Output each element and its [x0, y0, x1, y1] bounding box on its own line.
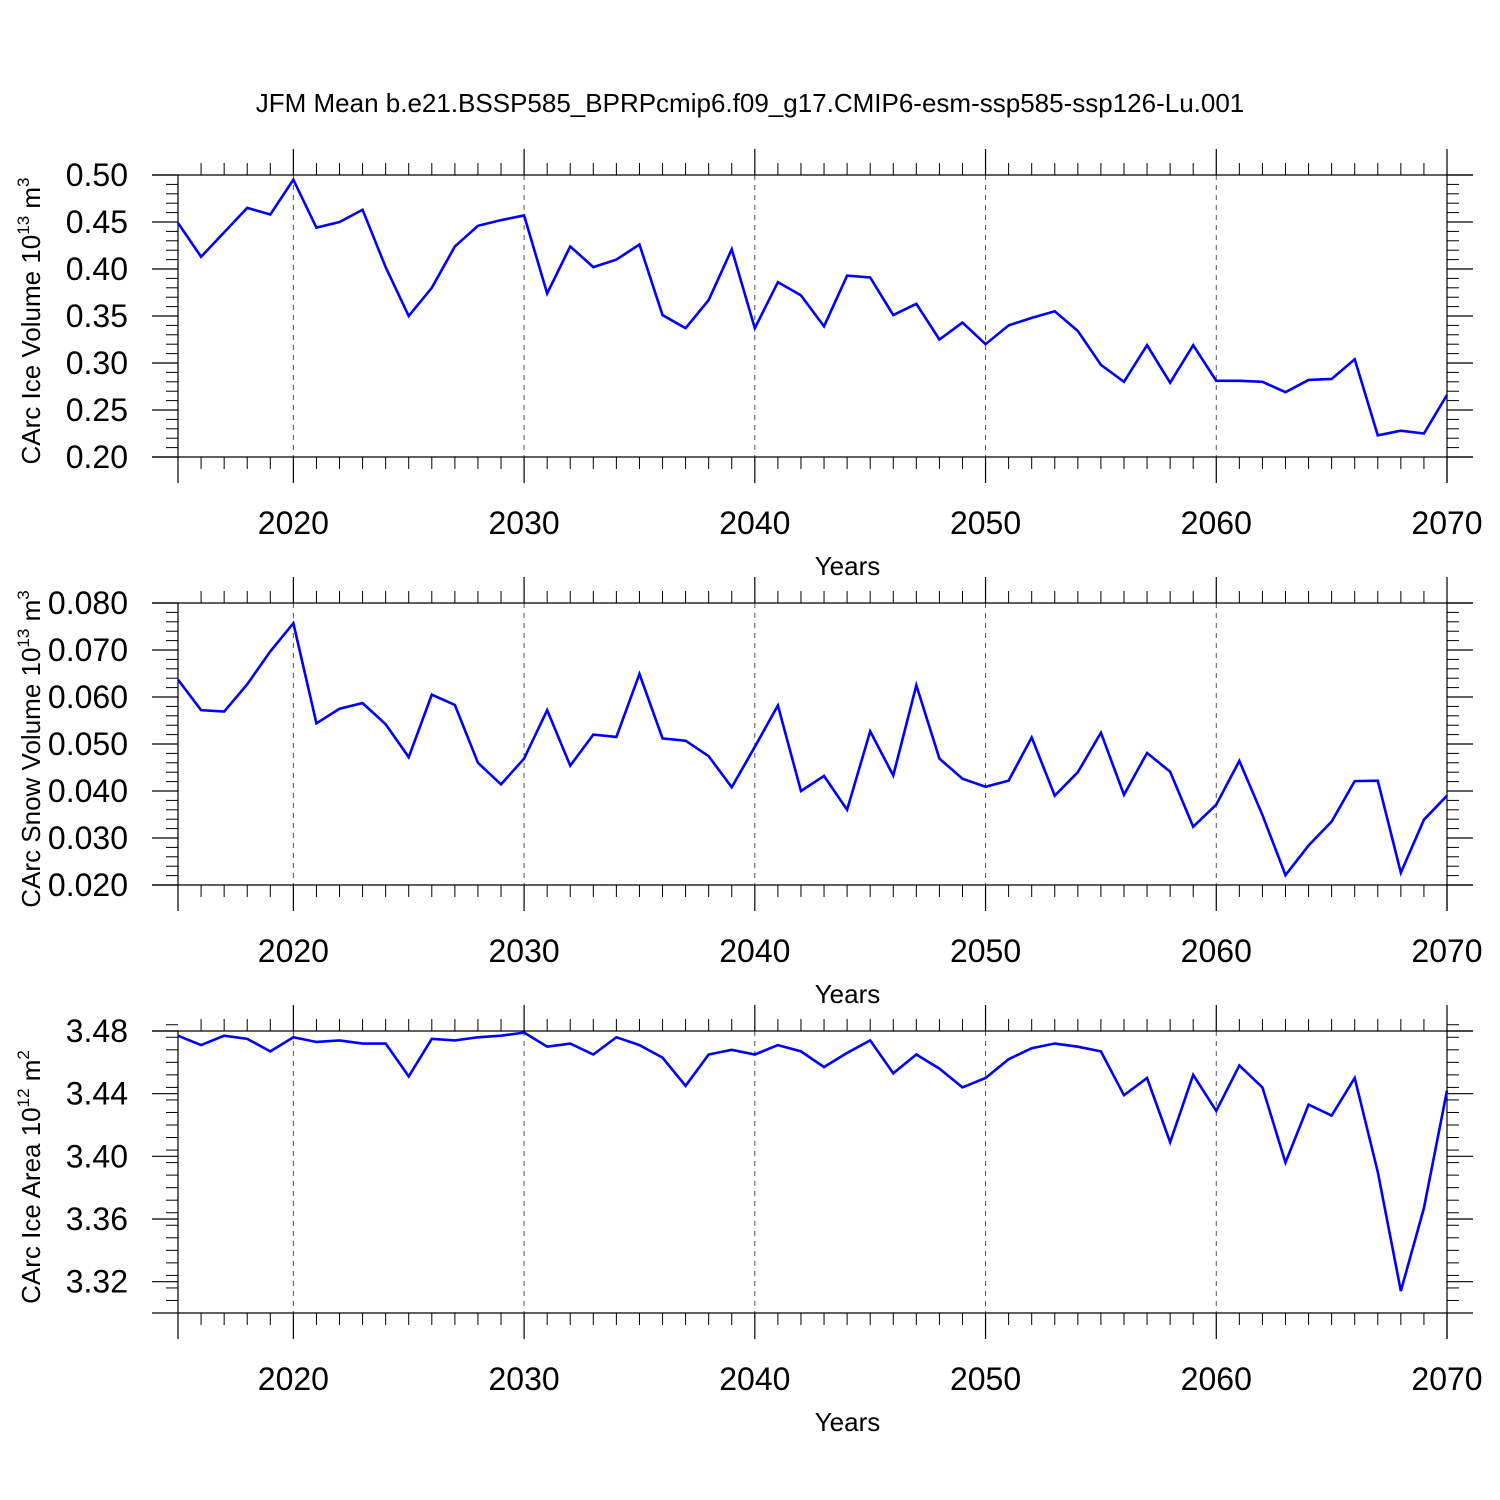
y-tick-label: 3.40	[66, 1138, 128, 1174]
y-tick-label: 3.36	[66, 1201, 128, 1237]
y-tick-label: 0.070	[48, 632, 128, 668]
y-tick-label: 3.32	[66, 1264, 128, 1300]
x-tick-label: 2070	[1411, 505, 1482, 541]
y-tick-label: 0.050	[48, 726, 128, 762]
x-tick-label: 2020	[258, 505, 329, 541]
x-tick-label: 2020	[258, 1361, 329, 1397]
x-axis-label: Years	[815, 551, 881, 581]
x-tick-label: 2020	[258, 933, 329, 969]
x-axis-label: Years	[815, 1407, 881, 1437]
x-tick-label: 2030	[488, 933, 559, 969]
y-tick-label: 0.45	[66, 204, 128, 240]
y-tick-label: 0.080	[48, 585, 128, 621]
x-tick-label: 2060	[1181, 933, 1252, 969]
y-axis-label: CArc Snow Volume 1013 m3	[14, 590, 46, 907]
series-line	[177, 1031, 1449, 1292]
y-tick-label: 0.060	[48, 679, 128, 715]
panel-2: 0.020 0.030 0.040 0.050 0.060 0.070 0.080 2020 2…	[14, 577, 1483, 1009]
series-line	[176, 177, 1449, 437]
panel-1: 0.20 0.25 0.30 0.35 0.40 0.45 0.50 2020 2030 2040…	[14, 149, 1483, 581]
figure-title: JFM Mean b.e21.BSSP585_BPRPcmip6.f09_g17…	[256, 88, 1245, 118]
x-tick-label: 2040	[719, 1361, 790, 1397]
y-tick-label: 0.040	[48, 773, 128, 809]
x-tick-label: 2070	[1411, 1361, 1482, 1397]
y-tick-label: 0.030	[48, 820, 128, 856]
y-tick-label: 3.44	[66, 1076, 128, 1112]
x-tick-label: 2060	[1181, 505, 1252, 541]
x-tick-label: 2050	[950, 1361, 1021, 1397]
y-axis-label: CArc Ice Area 1012 m2	[14, 1050, 46, 1304]
x-tick-label: 2030	[488, 505, 559, 541]
y-tick-label: 0.20	[66, 439, 128, 475]
x-tick-label: 2070	[1411, 933, 1482, 969]
x-axis-label: Years	[815, 979, 881, 1009]
y-tick-label: 0.020	[48, 867, 128, 903]
x-tick-label: 2050	[950, 933, 1021, 969]
x-tick-label: 2060	[1181, 1361, 1252, 1397]
x-tick-label: 2030	[488, 1361, 559, 1397]
panel-3: 3.32 3.36 3.40 3.44 3.48 2020 2030 2040 2050 2060…	[14, 1005, 1483, 1437]
y-axis-label: CArc Ice Volume 1013 m3	[14, 177, 46, 464]
x-tick-label: 2040	[719, 505, 790, 541]
y-tick-label: 0.40	[66, 251, 128, 287]
y-tick-label: 3.48	[66, 1013, 128, 1049]
y-tick-label: 0.35	[66, 298, 128, 334]
y-tick-label: 0.25	[66, 392, 128, 428]
y-tick-label: 0.30	[66, 345, 128, 381]
x-tick-label: 2040	[719, 933, 790, 969]
series-line	[176, 620, 1448, 878]
x-tick-label: 2050	[950, 505, 1021, 541]
y-tick-label: 0.50	[66, 157, 128, 193]
